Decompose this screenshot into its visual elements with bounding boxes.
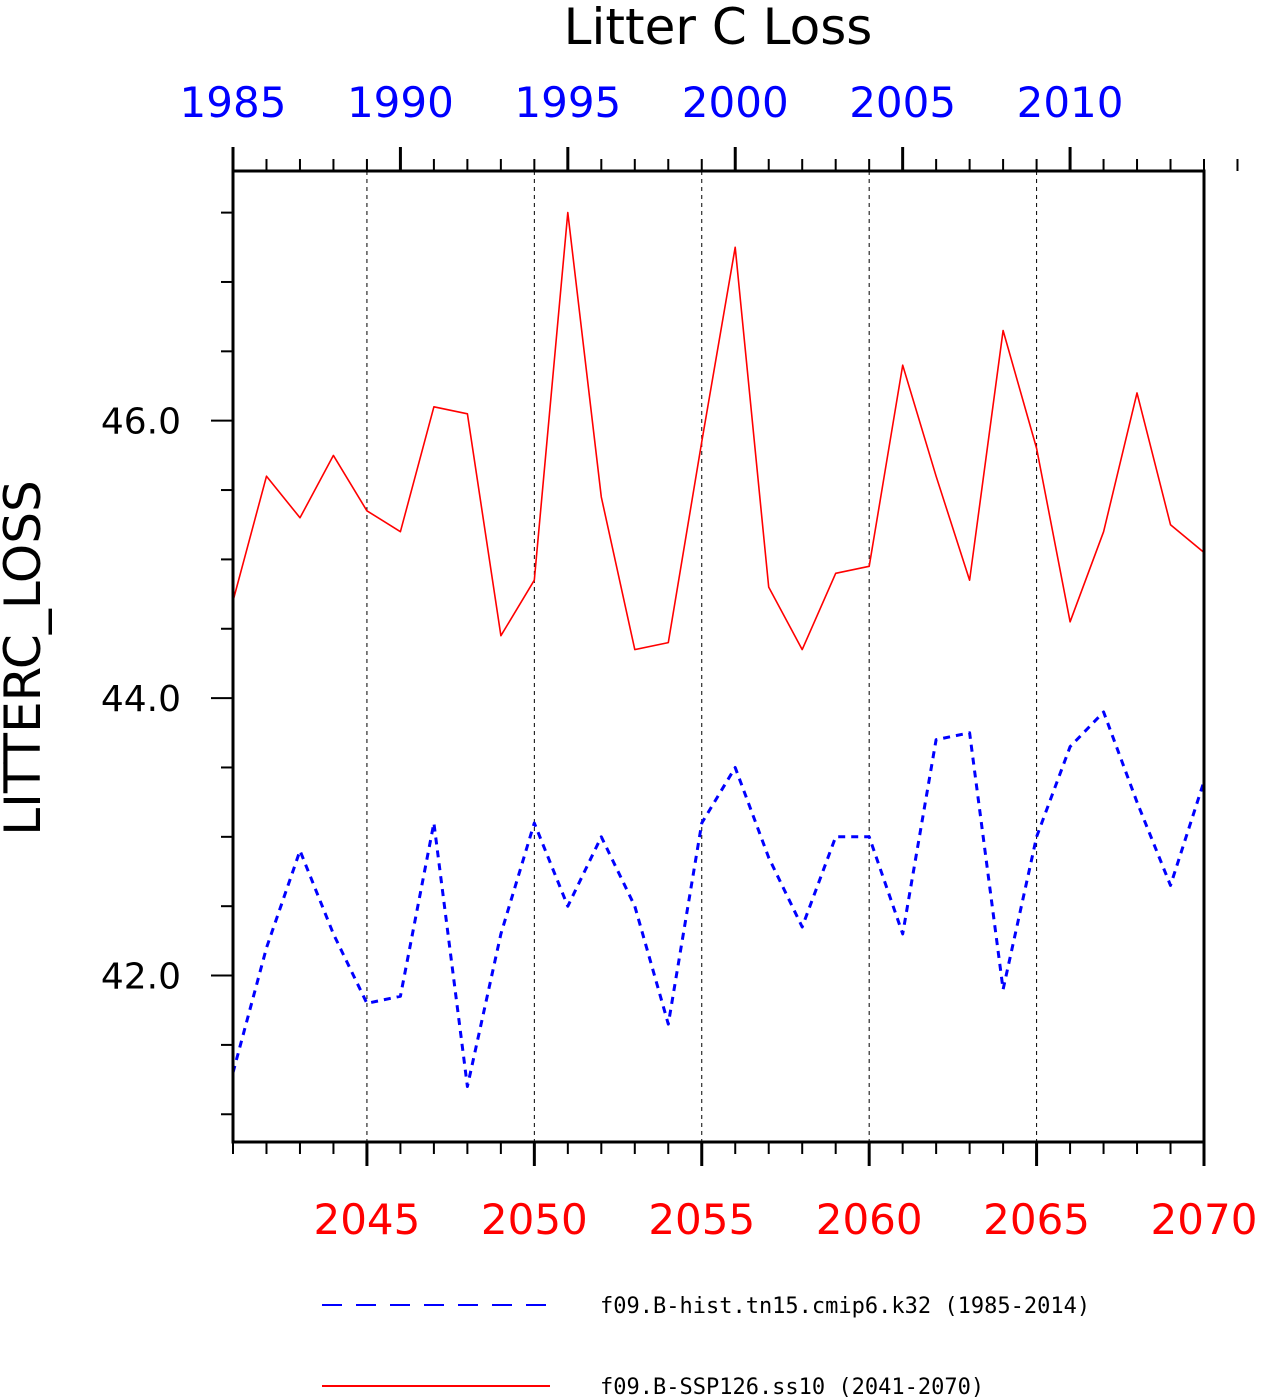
y-axis-label: LITTERC_LOSS — [0, 480, 52, 835]
series-line-0 — [231, 710, 1206, 1088]
grid-lines — [366, 171, 1038, 1142]
plot-frame — [231, 169, 1206, 1144]
bottom-x-tick-label: 2065 — [983, 1195, 1090, 1244]
series-line-1 — [232, 211, 1205, 651]
bottom-x-tick-label: 2055 — [648, 1195, 755, 1244]
top-x-tick-label: 1995 — [514, 78, 621, 127]
bottom-x-tick-label: 2045 — [313, 1195, 420, 1244]
y-tick-label: 42.0 — [101, 957, 181, 998]
bottom-x-tick-label: 2060 — [816, 1195, 923, 1244]
y-tick-label: 46.0 — [101, 402, 181, 443]
legend-label-ssp126: f09.B-SSP126.ss10 (2041-2070) — [600, 1375, 984, 1400]
series-lines — [231, 211, 1206, 1088]
top-x-tick-label: 1985 — [180, 78, 287, 127]
axes: 42.0 44.0 46.0 1985 1990 1995 2000 2005 2010 2045… — [101, 78, 1258, 1244]
chart-title: Litter C Loss — [564, 0, 873, 56]
legend: f09.B-hist.tn15.cmip6.k32 (1985-2014) f0… — [322, 1294, 1090, 1400]
top-x-tick-label: 1990 — [347, 78, 454, 127]
top-x-tick-label: 2005 — [849, 78, 956, 127]
bottom-x-tick-label: 2070 — [1151, 1195, 1258, 1244]
top-x-tick-label: 2010 — [1017, 78, 1124, 127]
legend-label-hist: f09.B-hist.tn15.cmip6.k32 (1985-2014) — [600, 1294, 1090, 1319]
top-x-tick-label: 2000 — [682, 78, 789, 127]
bottom-x-tick-label: 2050 — [481, 1195, 588, 1244]
y-tick-label: 44.0 — [101, 679, 181, 720]
